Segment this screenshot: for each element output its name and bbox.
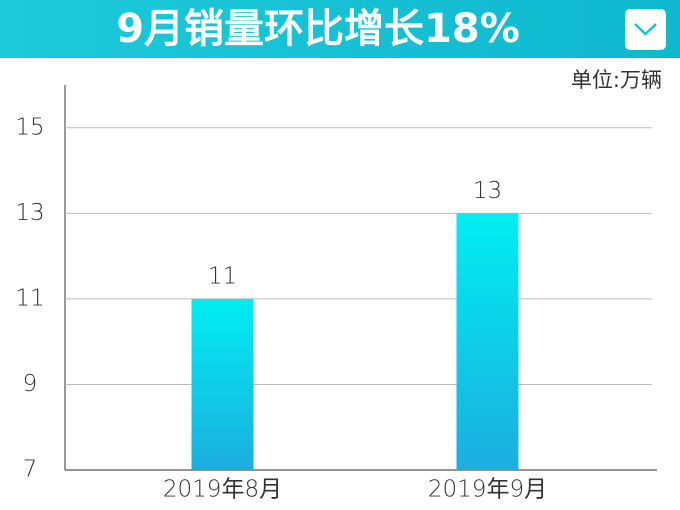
x-tick-label: 2019年9月 <box>428 477 547 503</box>
y-tick-label: 11 <box>15 285 44 311</box>
y-tick-label: 9 <box>23 371 38 397</box>
unit-label: 单位:万辆 <box>571 68 662 92</box>
value-label: 13 <box>473 178 502 204</box>
bar <box>191 298 254 470</box>
bar <box>456 213 519 471</box>
value-label: 11 <box>208 263 237 289</box>
y-tick-label: 7 <box>23 457 38 483</box>
y-tick-label: 13 <box>15 200 44 226</box>
x-tick-label: 2019年8月 <box>163 477 282 503</box>
chart-title: 9月销量环比增长18% <box>116 6 520 52</box>
dropdown-button[interactable] <box>625 9 666 50</box>
y-tick-label: 15 <box>15 114 44 140</box>
title-banner <box>0 0 680 58</box>
